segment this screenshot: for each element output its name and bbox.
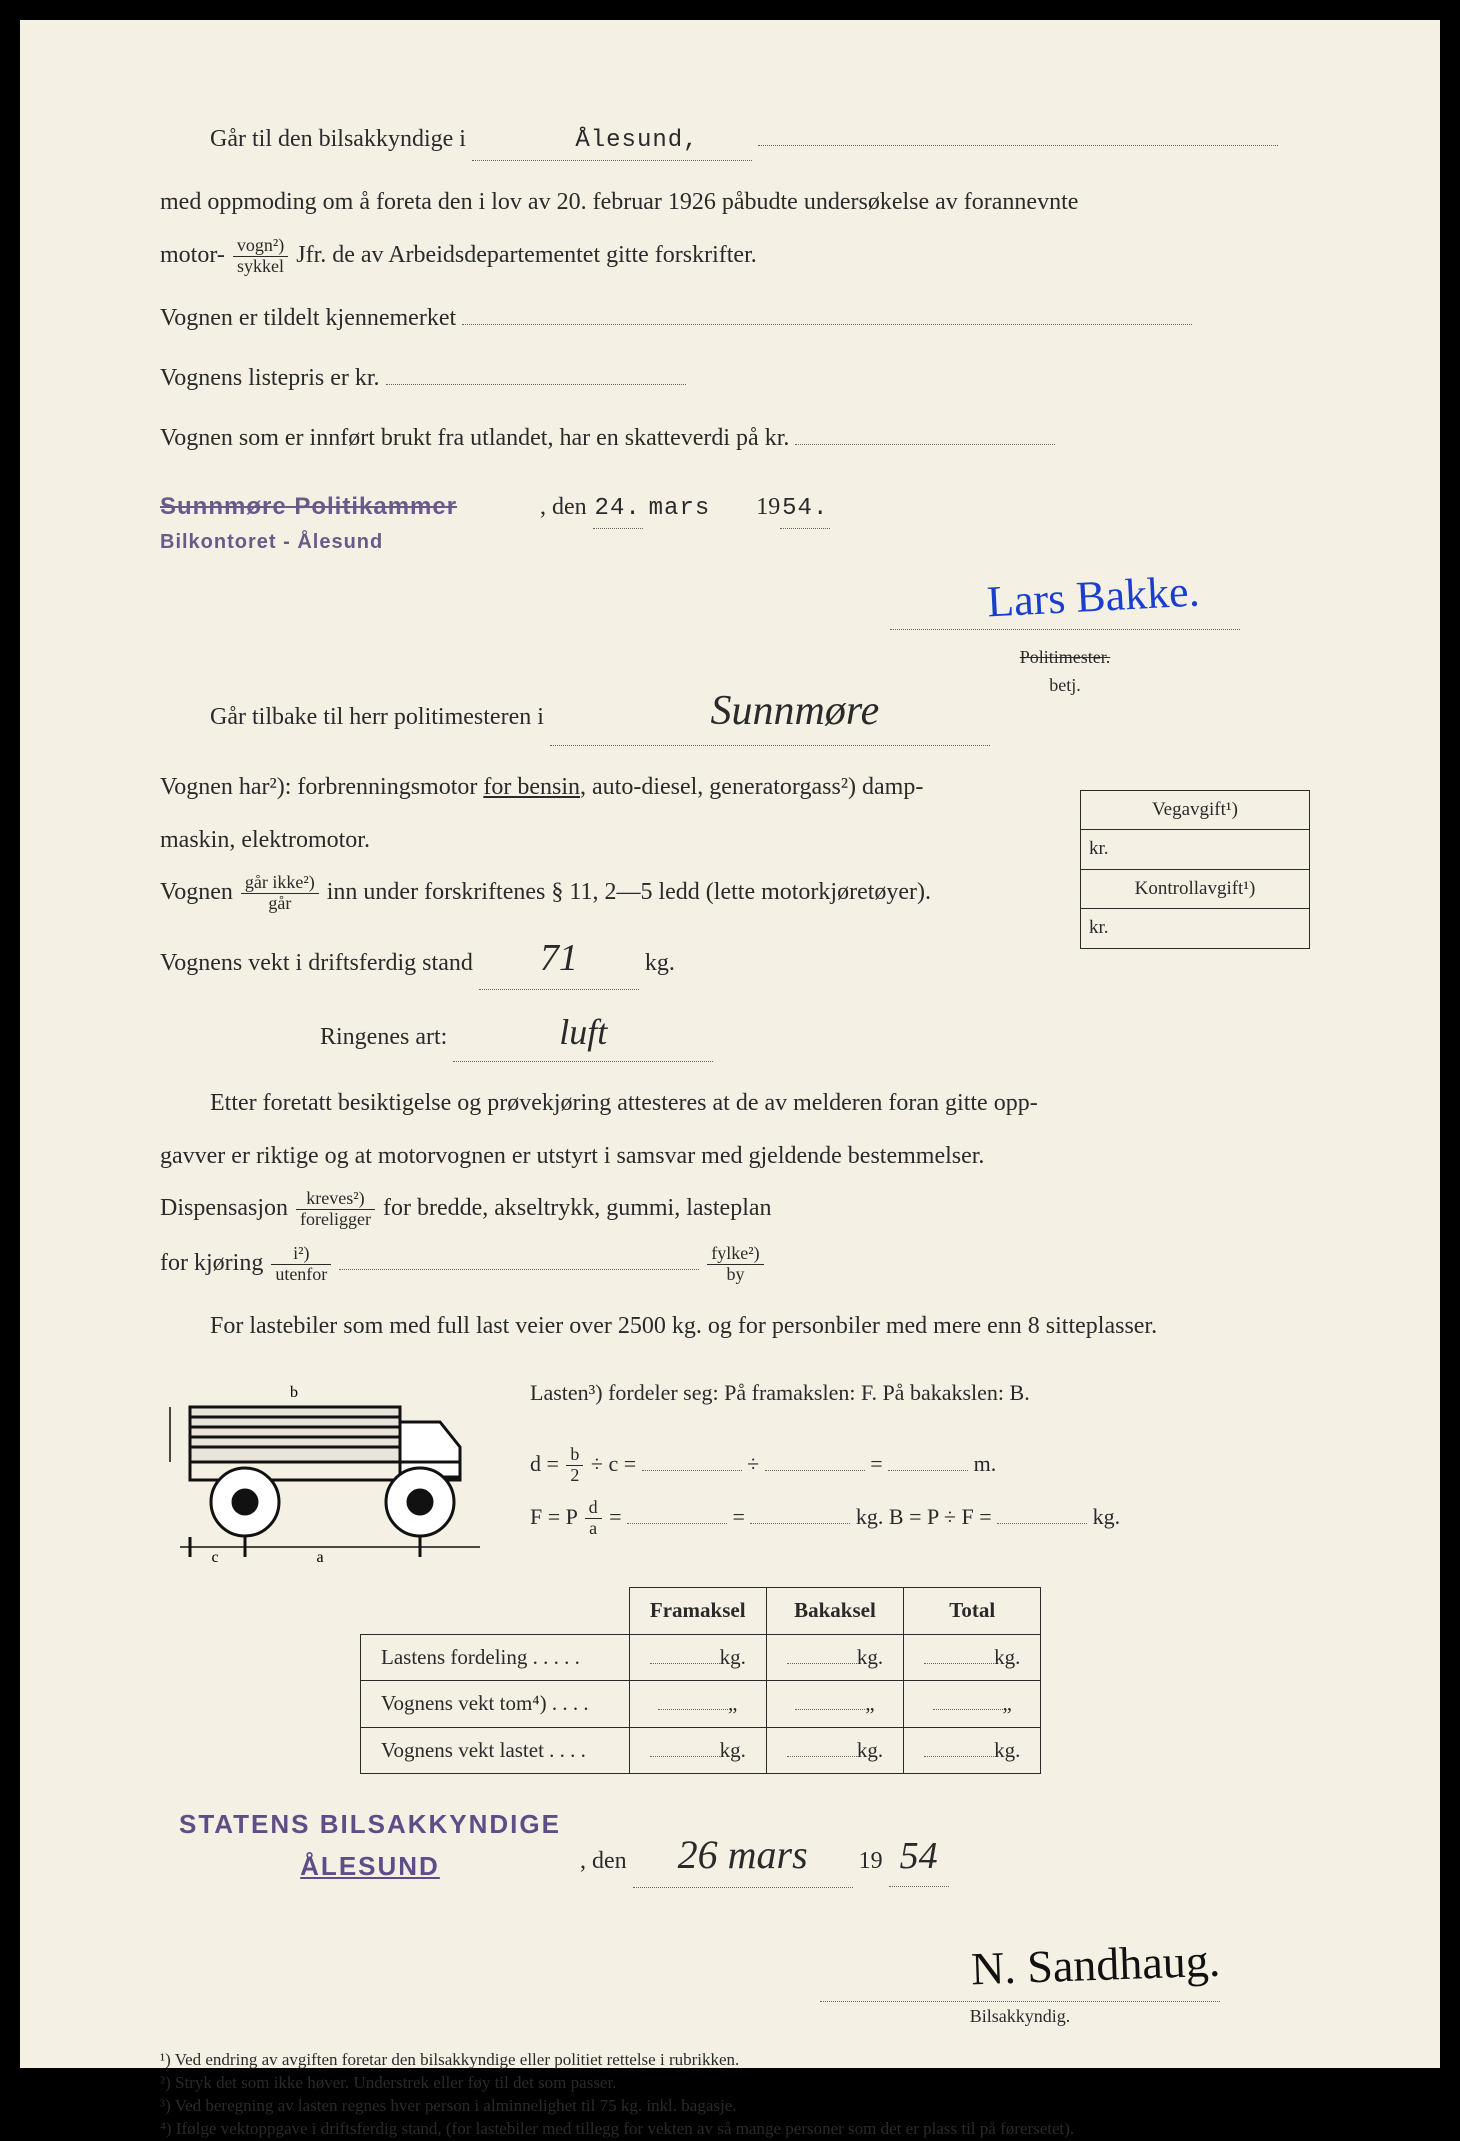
line-goes-to: Går til den bilsakkyndige i Ålesund,	[160, 120, 1320, 161]
footnote-1: ¹) Ved endring av avgiften foretar den b…	[160, 2049, 1320, 2072]
bilsak-stamp: STATENS BILSAKKYNDIGE ÅLESUND	[160, 1804, 580, 1887]
col-framaksel: Framaksel	[629, 1588, 766, 1635]
stamp-line2: Bilkontoret - Ålesund	[160, 526, 540, 558]
text: Ringenes art:	[320, 1024, 447, 1050]
signature-block-2: N. Sandhaug. Bilsakkyndig.	[160, 1928, 1320, 2031]
label-bilsakkyndig: Bilsakkyndig.	[820, 2002, 1220, 2031]
fill-tires: luft	[453, 1004, 713, 1063]
text: Vognen som er innført brukt fra utlandet…	[160, 425, 789, 451]
date2-val: 26 mars	[633, 1823, 853, 1888]
text: for bredde, akseltrykk, gummi, lasteplan	[383, 1195, 772, 1221]
text: Jfr. de av Arbeidsdepartementet gitte fo…	[296, 242, 757, 268]
text: inn under forskriftenes § 11, 2—5 ledd (…	[327, 879, 931, 905]
text: Vognen	[160, 879, 239, 905]
row-label: Lastens fordeling . . . . .	[361, 1634, 630, 1681]
fee-kontroll: Kontrollavgift¹)	[1081, 870, 1309, 909]
stamp-line2: ÅLESUND	[160, 1846, 580, 1888]
line-kjennemerke: Vognen er tildelt kjennemerket	[160, 299, 1320, 337]
date2-year: 54	[889, 1826, 949, 1888]
text: 19	[859, 1848, 883, 1874]
fill-blank	[462, 324, 1192, 325]
date-block-2: , den 26 mars 19 54	[580, 1823, 949, 1888]
fill-blank	[339, 1269, 699, 1270]
text: Vognen har²): forbrenningsmotor	[160, 774, 483, 800]
text: Vognen er tildelt kjennemerket	[160, 305, 456, 331]
text: motor-	[160, 242, 225, 268]
date-block: , den 24. mars 1954.	[540, 488, 830, 529]
date-month: mars	[649, 495, 711, 522]
line-motor: motor- vogn²) sykkel Jfr. de av Arbeidsd…	[160, 236, 1320, 277]
truck-diagram-icon: a c b	[160, 1367, 500, 1567]
svg-text:a: a	[316, 1549, 323, 1566]
dotted	[758, 145, 1278, 146]
formula-column: Lasten³) fordeler seg: På framakslen: F.…	[530, 1367, 1320, 1543]
text: for kjøring	[160, 1250, 269, 1276]
dist-text: Lasten³) fordeler seg: På framakslen: F.…	[530, 1367, 1320, 1420]
text: Vognens listepris er kr.	[160, 365, 380, 391]
line-drive: for kjøring i²) utenfor fylke²) by	[160, 1244, 1320, 1285]
truck-diagram-row: a c b Lasten³) fordeler seg: På framaksl…	[160, 1367, 1320, 1567]
text: Dispensasjon	[160, 1195, 294, 1221]
signature-bilsak: N. Sandhaug.	[970, 1923, 1222, 2005]
row-label: Vognens vekt tom⁴) . . . .	[361, 1681, 630, 1728]
footnotes: ¹) Ved endring av avgiften foretar den b…	[160, 2049, 1320, 2141]
table-row: Lastens fordeling . . . . . kg. kg. kg.	[361, 1634, 1041, 1681]
label-politimester: Politimester.	[890, 643, 1240, 672]
fee-box: Vegavgift¹) kr. Kontrollavgift¹) kr.	[1080, 790, 1310, 949]
label-betj: betj.	[890, 671, 1240, 700]
fee-kr2: kr.	[1081, 909, 1309, 947]
unit-kg: kg.	[645, 950, 675, 976]
footnote-4: ⁴) Ifølge vektoppgave i driftsferdig sta…	[160, 2118, 1320, 2141]
table-row: Vognens vekt lastet . . . . kg. kg. kg.	[361, 1727, 1041, 1774]
text: 19	[756, 494, 780, 520]
frac-gar: går ikke²) går	[241, 873, 319, 914]
col-bakaksel: Bakaksel	[766, 1588, 903, 1635]
sig-line	[890, 629, 1240, 630]
frac-i-utenfor: i²) utenfor	[271, 1244, 331, 1285]
fill-blank	[795, 444, 1055, 445]
row-label: Vognens vekt lastet . . . .	[361, 1727, 630, 1774]
stamp-line1: STATENS BILSAKKYNDIGE	[160, 1804, 580, 1846]
signature-block-1: Lars Bakke. Politimester. betj.	[160, 568, 1320, 658]
text: , den	[540, 494, 587, 520]
text: , den	[580, 1848, 627, 1874]
svg-text:c: c	[211, 1549, 218, 1566]
date-year: 54.	[780, 490, 830, 529]
fill-weight: 71	[479, 928, 639, 990]
frac-fylke-by: fylke²) by	[707, 1244, 763, 1285]
text: Går tilbake til herr politimesteren i	[210, 704, 544, 730]
line-disp: Dispensasjon kreves²) foreligger for bre…	[160, 1189, 1320, 1230]
bottom-stamp-row: STATENS BILSAKKYNDIGE ÅLESUND , den 26 m…	[160, 1804, 1320, 1887]
underlined: for bensin	[483, 774, 580, 800]
date-day: 24.	[593, 490, 643, 529]
text: Går til den bilsakkyndige i	[210, 126, 466, 152]
line-request: med oppmoding om å foreta den i lov av 2…	[160, 183, 1320, 221]
truck-intro: For lastebiler som med full last veier o…	[160, 1307, 1320, 1345]
line-tires: Ringenes art: luft	[160, 1004, 1320, 1063]
footnote-2: ²) Stryk det som ikke høver. Understrek …	[160, 2072, 1320, 2095]
weight-table: Framaksel Bakaksel Total Lastens fordeli…	[360, 1587, 1041, 1774]
line-attest2: gavver er riktige og at motorvognen er u…	[160, 1137, 1320, 1175]
fill-blank	[386, 384, 686, 385]
footnote-3: ³) Ved beregning av lasten regnes hver p…	[160, 2095, 1320, 2118]
col-total: Total	[904, 1588, 1041, 1635]
line-listepris: Vognens listepris er kr.	[160, 359, 1320, 397]
stamp-line1: Sunnmøre Politikammer	[160, 488, 540, 526]
line-skatteverdi: Vognen som er innført brukt fra utlandet…	[160, 419, 1320, 457]
fill-city: Ålesund,	[472, 122, 752, 161]
frac-kreves: kreves²) foreligger	[296, 1189, 375, 1230]
stamp-date-row: Sunnmøre Politikammer Bilkontoret - Åles…	[160, 488, 1320, 558]
frac-vogn-sykkel: vogn²) sykkel	[233, 236, 288, 277]
police-stamp: Sunnmøre Politikammer Bilkontoret - Åles…	[160, 488, 540, 558]
svg-text:b: b	[290, 1384, 298, 1401]
document-page: Går til den bilsakkyndige i Ålesund, med…	[20, 20, 1440, 2068]
text: Vognens vekt i driftsferdig stand	[160, 950, 473, 976]
table-row: Vognens vekt tom⁴) . . . . „ „ „	[361, 1681, 1041, 1728]
fee-kr1: kr.	[1081, 830, 1309, 869]
text: , auto-diesel, generatorgass²) damp-	[580, 774, 923, 800]
line-attest1: Etter foretatt besiktigelse og prøvekjør…	[160, 1084, 1320, 1122]
fee-vegavgift: Vegavgift¹)	[1081, 791, 1309, 830]
